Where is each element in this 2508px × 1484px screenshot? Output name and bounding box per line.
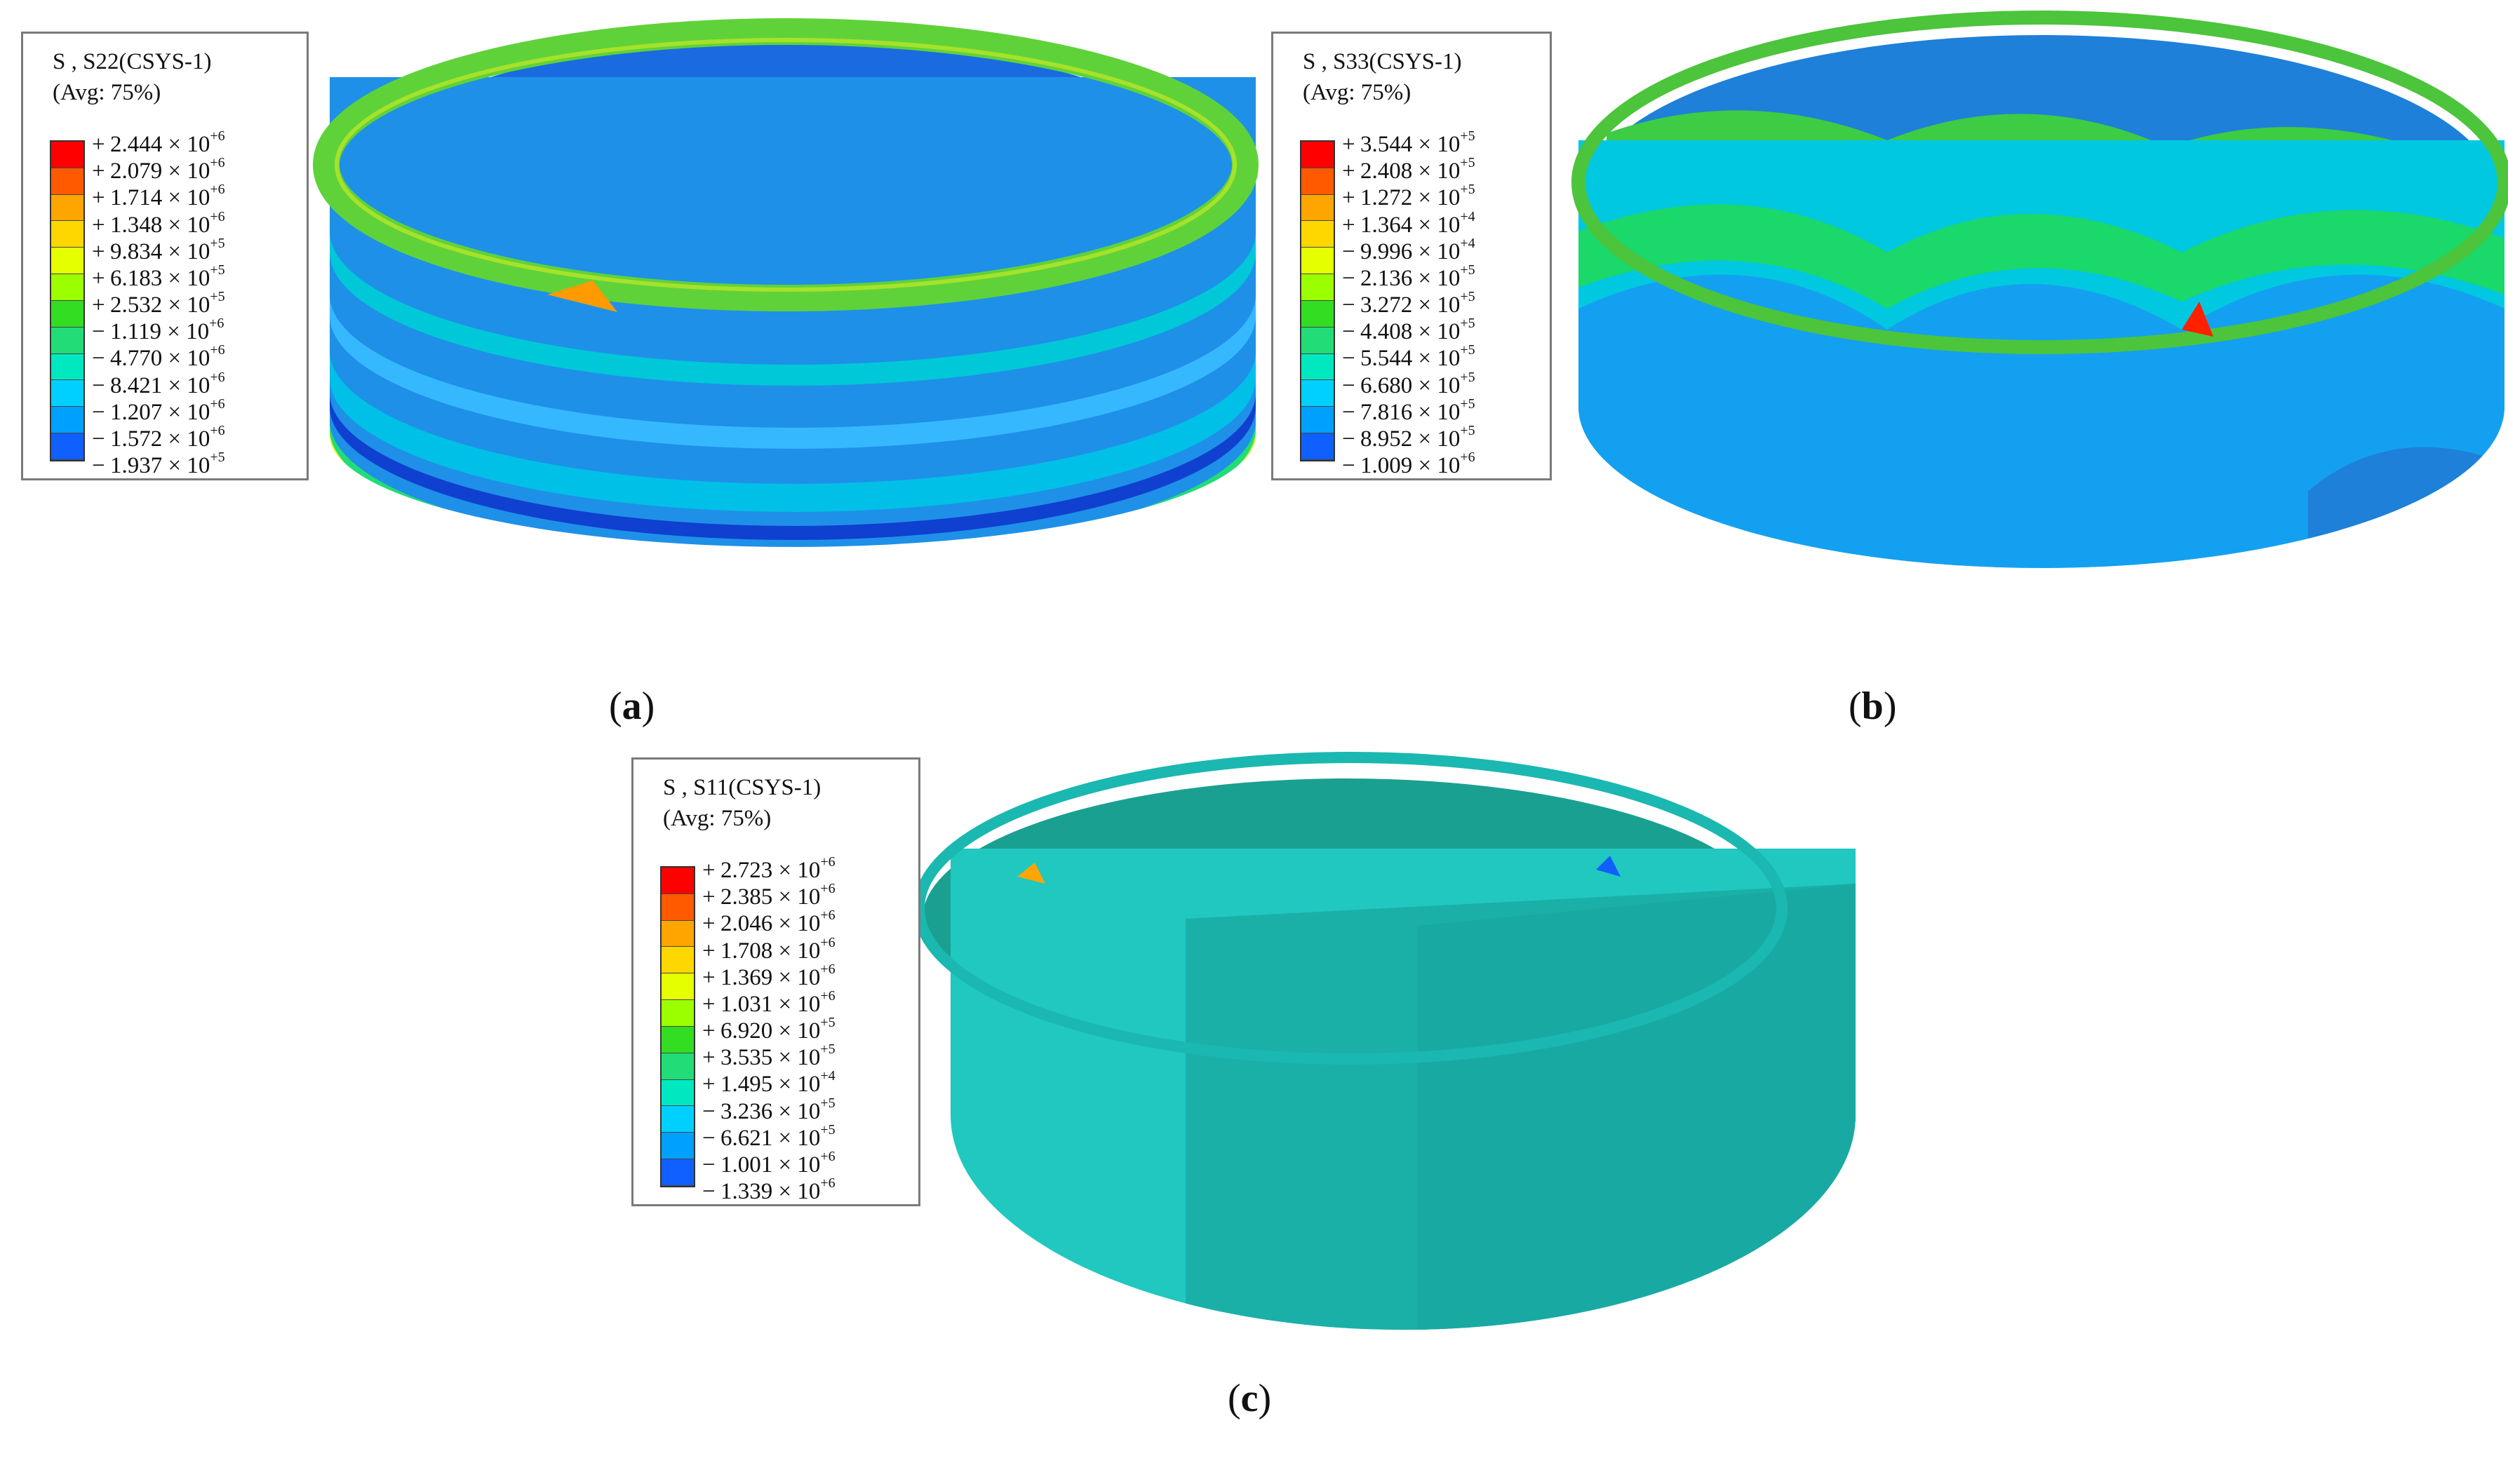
legend-swatch — [51, 380, 83, 407]
legend-swatch — [662, 868, 694, 894]
legend-title-line2: (Avg: 75%) — [53, 80, 161, 105]
legend-value: −6.621 × 10+5 — [702, 1121, 836, 1151]
legend-value: +1.272 × 10+5 — [1342, 182, 1475, 211]
legend-swatch — [662, 973, 694, 1001]
legend-value: +6.183 × 10+5 — [92, 262, 225, 291]
legend-colorbar — [660, 866, 695, 1187]
legend-swatch — [1301, 327, 1334, 354]
panel-b: S , S33(CSYS-1) (Avg: 75%) +3.544 × 10+5… — [1256, 0, 2508, 743]
legend-swatch — [662, 1159, 694, 1186]
legend-value: +1.708 × 10+6 — [702, 934, 836, 964]
legend-swatch — [51, 300, 83, 328]
legend-swatch — [51, 407, 83, 434]
legend-value: +1.369 × 10+6 — [702, 961, 836, 990]
legend-title-line1: S , S22(CSYS-1) — [53, 49, 212, 74]
legend-swatch — [662, 920, 694, 947]
legend-swatch — [1301, 380, 1334, 407]
legend-value: −7.816 × 10+5 — [1342, 396, 1475, 425]
legend-a: S , S22(CSYS-1) (Avg: 75%) +2.444 × 10+6… — [21, 32, 309, 480]
legend-swatch — [51, 194, 83, 222]
legend-swatch — [51, 353, 83, 381]
legend-value: −3.272 × 10+5 — [1342, 289, 1475, 318]
legend-swatch — [51, 433, 83, 460]
legend-swatch — [662, 893, 694, 921]
caption-a: (a) — [609, 684, 655, 728]
legend-value: +3.535 × 10+5 — [702, 1041, 836, 1071]
legend-swatch — [662, 1026, 694, 1053]
legend-swatch — [1301, 300, 1334, 328]
legend-value: +1.031 × 10+6 — [702, 987, 836, 1017]
legend-swatch — [662, 1106, 694, 1133]
legend-colorbar — [1300, 140, 1335, 461]
legend-value: +1.495 × 10+4 — [702, 1068, 836, 1098]
legend-value: +2.723 × 10+6 — [702, 854, 836, 883]
legend-swatch — [1301, 142, 1334, 168]
legend-title-line2: (Avg: 75%) — [1303, 80, 1411, 105]
legend-swatch — [51, 221, 83, 248]
legend-value: −5.544 × 10+5 — [1342, 342, 1475, 372]
legend-value: −9.996 × 10+4 — [1342, 235, 1475, 264]
panel-a: S , S22(CSYS-1) (Avg: 75%) +2.444 × 10+6… — [0, 0, 1259, 743]
legend-swatch — [51, 142, 83, 168]
legend-swatch — [1301, 407, 1334, 434]
legend-swatch — [1301, 194, 1334, 222]
legend-value: −1.009 × 10+6 — [1342, 450, 1475, 478]
legend-value: +2.046 × 10+6 — [702, 908, 836, 937]
legend-swatch — [1301, 433, 1334, 460]
legend-swatch — [662, 947, 694, 974]
legend-value: −3.236 × 10+5 — [702, 1095, 836, 1124]
legend-value: −4.770 × 10+6 — [92, 342, 225, 372]
caption-c: (c) — [1228, 1377, 1272, 1420]
legend-swatch — [662, 1053, 694, 1080]
legend-colorbar — [50, 140, 85, 461]
legend-value: +1.714 × 10+6 — [92, 182, 225, 211]
legend-value: +1.364 × 10+4 — [1342, 208, 1475, 238]
caption-b: (b) — [1849, 684, 1897, 728]
legend-value: +2.079 × 10+6 — [92, 155, 225, 184]
legend-swatch — [1301, 248, 1334, 275]
legend-swatch — [1301, 221, 1334, 248]
legend-value: +3.544 × 10+5 — [1342, 128, 1475, 157]
legend-swatch — [662, 1079, 694, 1107]
legend-value: −8.421 × 10+6 — [92, 369, 225, 398]
legend-swatch — [662, 1000, 694, 1027]
legend-value: +2.408 × 10+5 — [1342, 155, 1475, 184]
legend-value: −1.572 × 10+6 — [92, 422, 225, 452]
panel-c: S , S11(CSYS-1) (Avg: 75%) +2.723 × 10+6… — [631, 743, 1894, 1484]
legend-value: −1.119 × 10+6 — [92, 316, 224, 345]
legend-swatch — [51, 248, 83, 275]
legend-value: +2.444 × 10+6 — [92, 128, 225, 157]
legend-value: +9.834 × 10+5 — [92, 235, 225, 264]
legend-swatch — [1301, 353, 1334, 381]
ring-b-rim — [1571, 11, 2508, 354]
legend-value: −2.136 × 10+5 — [1342, 262, 1475, 291]
ring-plot-c — [913, 752, 1856, 1330]
legend-b: S , S33(CSYS-1) (Avg: 75%) +3.544 × 10+5… — [1271, 32, 1552, 480]
ring-plot-b — [1389, 11, 2508, 568]
ring-a-rim — [313, 18, 1259, 311]
legend-value: +2.532 × 10+5 — [92, 289, 225, 318]
legend-value: −1.937 × 10+5 — [92, 450, 225, 478]
legend-value: −1.339 × 10+6 — [702, 1175, 836, 1204]
legend-value: +2.385 × 10+6 — [702, 881, 836, 910]
legend-value: −6.680 × 10+5 — [1342, 369, 1475, 398]
legend-value: +6.920 × 10+5 — [702, 1015, 836, 1044]
legend-title-line1: S , S11(CSYS-1) — [663, 775, 822, 800]
legend-title-line2: (Avg: 75%) — [663, 806, 772, 831]
legend-swatch — [662, 1133, 694, 1160]
ring-plot-a — [313, 18, 1259, 547]
legend-swatch — [51, 274, 83, 301]
legend-swatch — [1301, 168, 1334, 195]
legend-c: S , S11(CSYS-1) (Avg: 75%) +2.723 × 10+6… — [631, 757, 920, 1206]
legend-value: −4.408 × 10+5 — [1342, 316, 1475, 345]
legend-value: −1.001 × 10+6 — [702, 1148, 836, 1178]
legend-swatch — [51, 327, 83, 354]
legend-swatch — [51, 168, 83, 195]
legend-value: −8.952 × 10+5 — [1342, 422, 1475, 452]
legend-value: −1.207 × 10+6 — [92, 396, 225, 425]
legend-title-line1: S , S33(CSYS-1) — [1303, 49, 1462, 74]
legend-swatch — [1301, 274, 1334, 301]
legend-value: +1.348 × 10+6 — [92, 208, 225, 238]
